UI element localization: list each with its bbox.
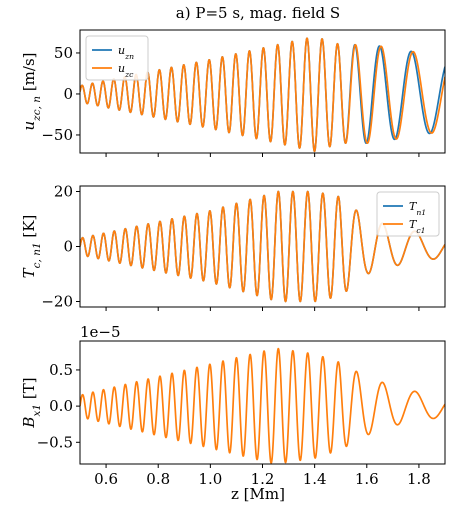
x-axis-label: z [Mm]: [231, 485, 285, 503]
y-axis-label-temperature: Tc, n1 [K]: [20, 215, 43, 279]
legend-label-velocity-0: uzn: [118, 44, 134, 61]
series-line-velocity-1: [80, 37, 445, 153]
y-tick-label-velocity-1: 0: [63, 85, 73, 103]
y-tick-label-velocity-2: −50: [41, 126, 73, 144]
x-tick-label-2: 1.0: [198, 470, 222, 488]
x-tick-label-5: 1.6: [355, 470, 379, 488]
series-line-magnetic-0: [80, 347, 445, 464]
y-tick-label-temperature-2: −20: [41, 293, 73, 311]
y-tick-label-velocity-0: 50: [54, 44, 73, 62]
y-tick-label-temperature-1: 0: [63, 238, 73, 256]
y-multiplier-magnetic: 1e−5: [80, 323, 121, 341]
panel-magnetic-field: 0.6 0.8 1.0 1.2 1.4 1.6 1.8 0.5 0.0 −0.5 1e−5 Bx1 […: [20, 323, 446, 488]
x-tick-label-4: 1.4: [303, 470, 327, 488]
figure-title: a) P=5 s, mag. field S: [176, 4, 340, 22]
y-tick-label-temperature-0: 20: [54, 183, 73, 201]
legend-box-velocity: [85, 35, 149, 81]
x-tick-label-0: 0.6: [94, 470, 118, 488]
y-tick-label-magnetic-1: 0.0: [49, 397, 73, 415]
legend-box-temperature: [376, 191, 440, 237]
y-tick-label-magnetic-0: 0.5: [49, 361, 73, 379]
x-tick-label-6: 1.8: [407, 470, 431, 488]
x-tick-label-1: 0.8: [146, 470, 170, 488]
x-tick-label-3: 1.2: [251, 470, 275, 488]
legend-label-temperature-0: Tn1: [409, 200, 426, 217]
y-tick-label-magnetic-2: −0.5: [37, 433, 73, 451]
legend-label-velocity-1: uzc: [118, 62, 134, 79]
y-axis-label-magnetic: Bx1 [T]: [20, 377, 43, 428]
y-axis-label-velocity: uzc, n [m/s]: [20, 53, 43, 131]
legend-label-temperature-1: Tc1: [409, 218, 426, 235]
